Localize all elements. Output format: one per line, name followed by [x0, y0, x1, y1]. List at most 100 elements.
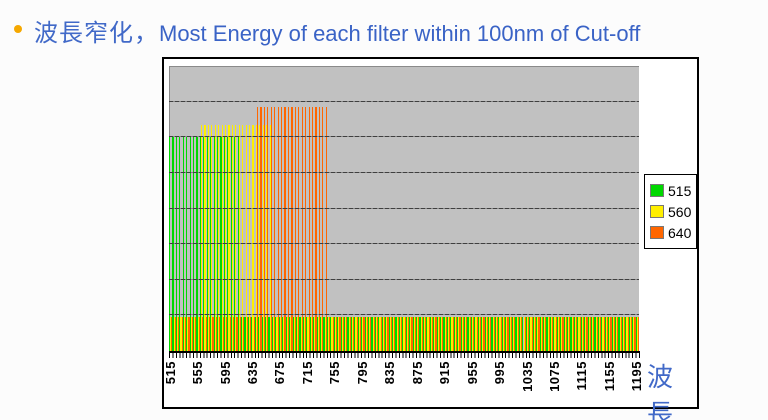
bar-series-640 — [541, 317, 543, 351]
bar-series-515 — [422, 317, 424, 351]
bar-series-640 — [202, 317, 204, 351]
bar-series-560 — [427, 317, 429, 351]
bar-series-515 — [621, 317, 623, 351]
x-tick-label: 915 — [437, 361, 453, 385]
x-tick-label: 1115 — [574, 361, 590, 391]
bar-series-515 — [337, 317, 339, 351]
bar-series-640 — [493, 317, 495, 351]
bar-series-515 — [491, 317, 493, 351]
bar-series-560 — [249, 124, 251, 351]
bar-series-640 — [456, 317, 458, 351]
bar-series-515 — [388, 317, 390, 351]
bar-series-560 — [372, 317, 374, 351]
bar-series-515 — [182, 137, 184, 351]
bar-series-560 — [286, 317, 288, 351]
bar-series-515 — [230, 137, 232, 351]
legend-label: 640 — [668, 224, 692, 241]
bar-series-560 — [245, 124, 247, 351]
bar-series-515 — [515, 317, 517, 351]
bar-series-560 — [177, 317, 179, 351]
bar-series-515 — [220, 137, 222, 351]
x-tick-label: 955 — [464, 361, 480, 385]
bar-series-640 — [401, 317, 403, 351]
bar-series-560 — [619, 317, 621, 351]
bar-series-640 — [219, 317, 221, 351]
bar-series-640 — [476, 317, 478, 351]
bar-series-640 — [534, 317, 537, 351]
gridline — [169, 278, 639, 280]
bar-series-640 — [239, 317, 242, 351]
bar-series-515 — [429, 317, 431, 351]
bar-series-560 — [310, 317, 312, 351]
bar-series-560 — [218, 124, 220, 351]
bar-series-640 — [528, 317, 530, 351]
bar-series-560 — [375, 317, 378, 351]
legend: 515 560 640 — [644, 174, 697, 249]
bar-series-560 — [626, 317, 628, 351]
bar-series-560 — [592, 317, 594, 351]
bar-series-640 — [270, 106, 272, 351]
bar-series-515 — [412, 317, 414, 351]
bar-series-515 — [542, 317, 545, 351]
bar-series-640 — [507, 317, 509, 351]
bar-series-515 — [505, 317, 507, 351]
bar-series-515 — [261, 317, 263, 351]
bar-series-640 — [394, 317, 396, 351]
bar-series-560 — [307, 317, 309, 351]
bar-series-560 — [204, 124, 206, 351]
bar-series-515 — [584, 317, 586, 351]
bar-series-640 — [497, 317, 499, 351]
bar-series-560 — [314, 317, 316, 351]
bar-series-640 — [267, 106, 269, 351]
bar-series-515 — [395, 317, 397, 351]
bar-series-560 — [557, 317, 559, 351]
bar-series-515 — [172, 137, 174, 351]
bar-series-640 — [260, 106, 262, 351]
bar-series-640 — [215, 317, 218, 351]
bar-series-640 — [452, 317, 454, 351]
bar-series-560 — [612, 317, 614, 351]
bar-series-515 — [217, 137, 219, 351]
bar-series-640 — [432, 317, 434, 351]
bar-series-640 — [294, 106, 296, 351]
bar-series-560 — [451, 317, 453, 351]
bar-series-640 — [596, 317, 598, 351]
bar-series-640 — [346, 317, 348, 351]
bar-series-560 — [465, 317, 467, 351]
bar-series-560 — [317, 317, 319, 351]
bar-series-640 — [222, 317, 224, 351]
bar-series-515 — [474, 317, 476, 351]
bar-series-560 — [602, 317, 604, 351]
bar-series-640 — [610, 317, 612, 351]
bar-series-560 — [636, 317, 638, 351]
bar-series-515 — [367, 317, 370, 351]
bar-series-515 — [364, 317, 366, 351]
bar-series-640 — [274, 106, 276, 351]
bar-series-640 — [624, 317, 626, 351]
bar-series-515 — [416, 317, 418, 351]
x-tick-label: 835 — [382, 361, 398, 385]
bar-series-515 — [470, 317, 473, 351]
bar-series-560 — [434, 317, 436, 351]
plot-area — [169, 66, 639, 351]
bar-series-640 — [538, 317, 540, 351]
bar-series-560 — [389, 317, 391, 351]
bar-series-640 — [617, 317, 619, 351]
bar-series-560 — [530, 317, 532, 351]
bar-series-560 — [290, 317, 292, 351]
bar-series-560 — [399, 317, 402, 351]
bar-series-560 — [242, 124, 244, 351]
bar-series-560 — [279, 317, 282, 351]
bar-series-515 — [467, 317, 469, 351]
bar-series-560 — [571, 317, 573, 351]
bar-series-560 — [609, 317, 611, 351]
slide-title-cjk: 波長窄化， — [34, 21, 159, 47]
bar-series-560 — [468, 317, 470, 351]
bar-series-515 — [278, 317, 280, 351]
bar-series-515 — [378, 317, 380, 351]
bar-series-515 — [193, 137, 195, 351]
gridline — [169, 136, 639, 138]
bar-series-640 — [397, 317, 399, 351]
bar-series-640 — [586, 317, 588, 351]
bar-series-515 — [460, 317, 462, 351]
